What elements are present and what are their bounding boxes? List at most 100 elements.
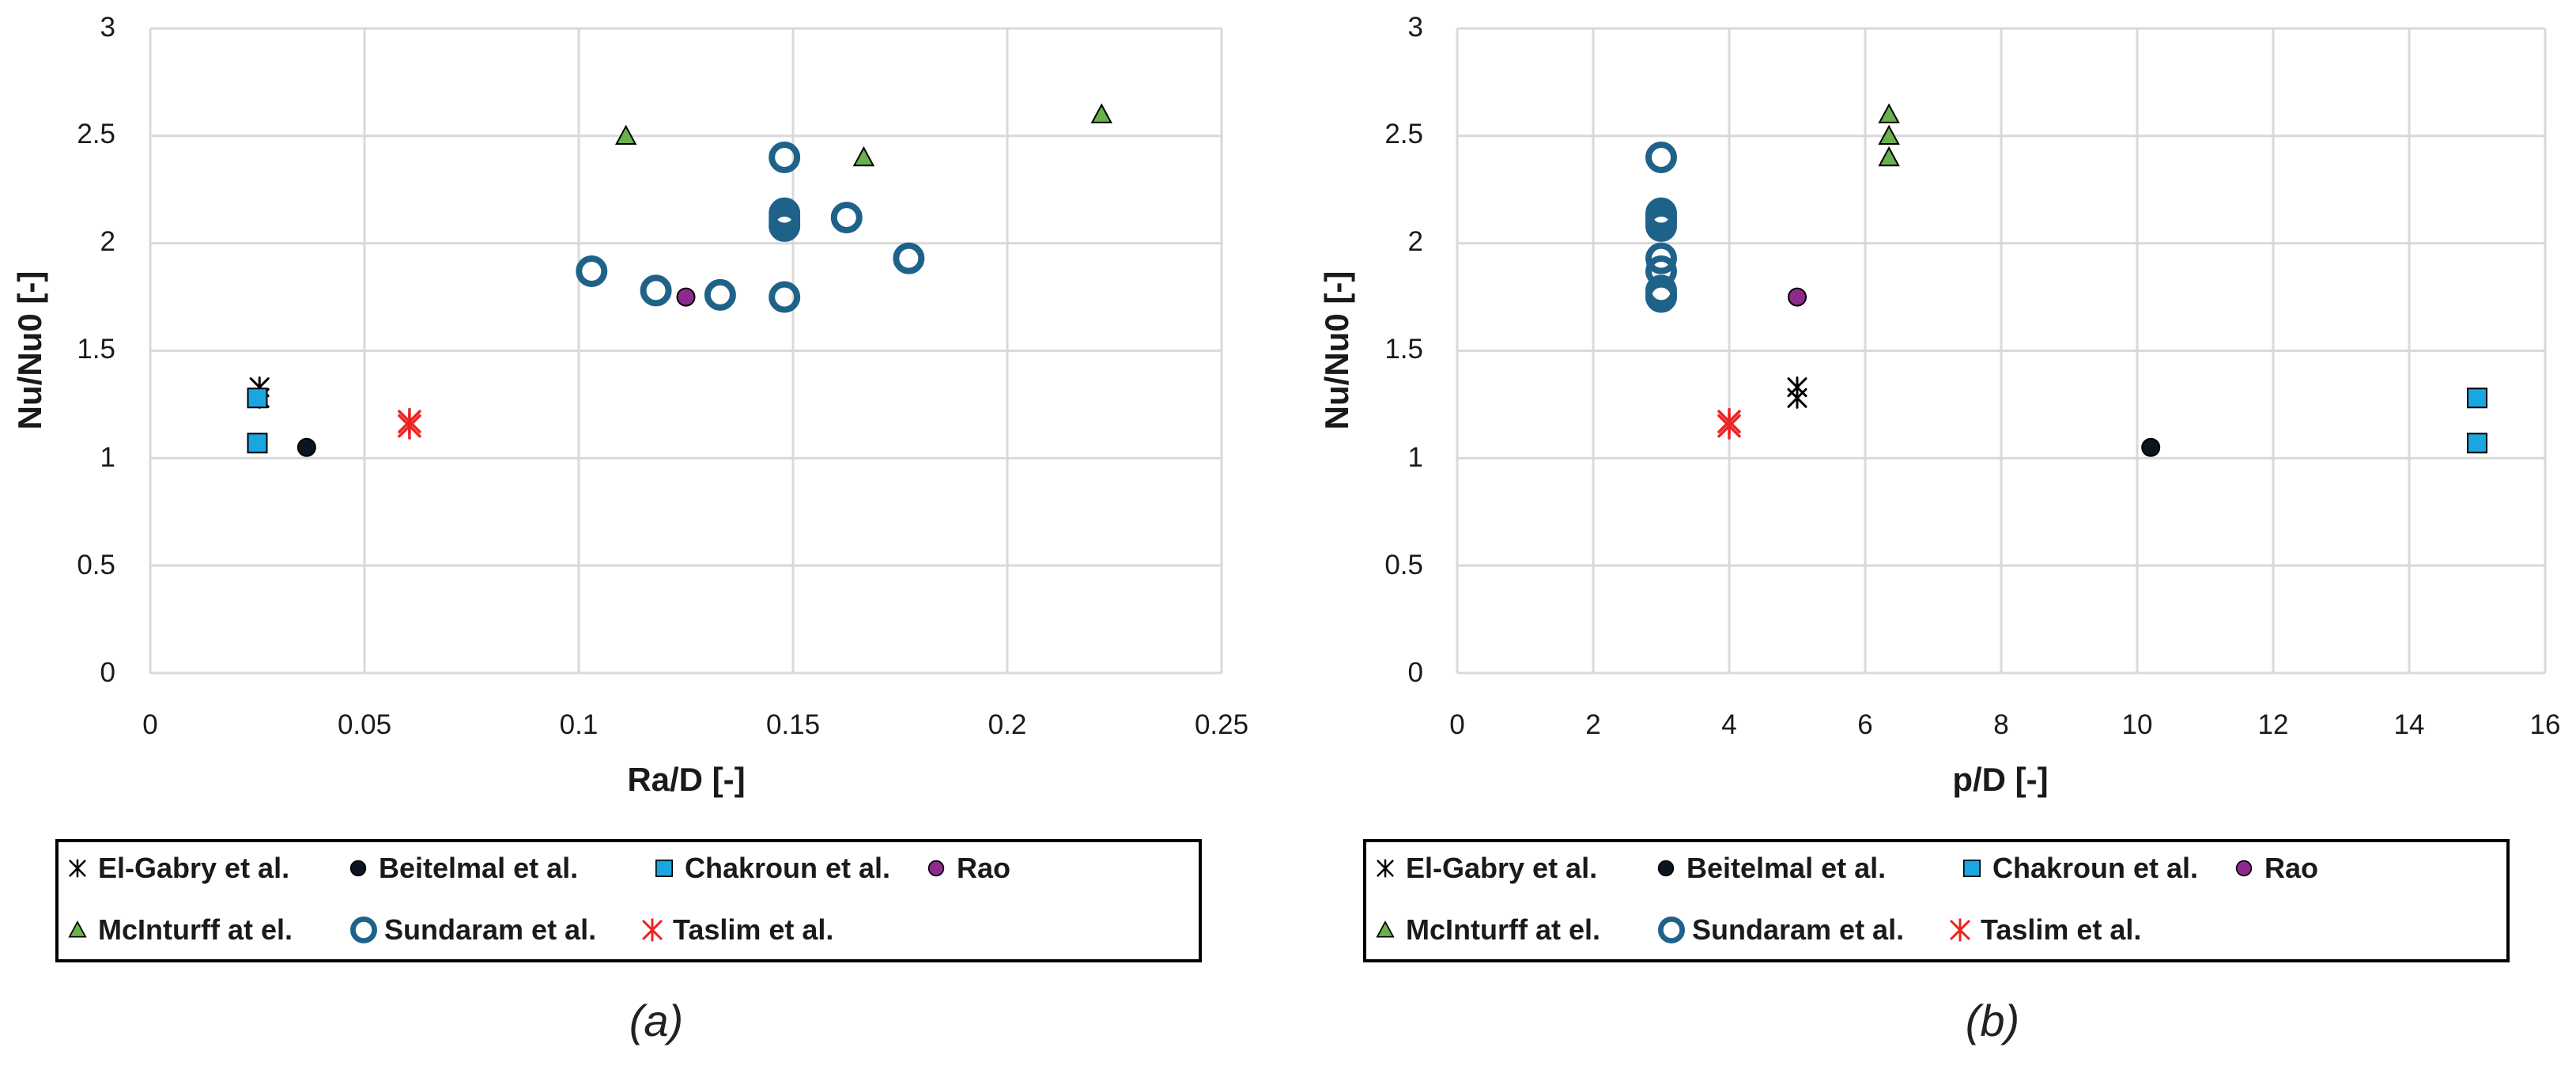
legend: El-Gabry et al. Beitelmal et al. Chakrou… [55,839,1202,962]
y-tick-label: 2.5 [1384,119,1423,149]
data-point [1645,202,1677,234]
y-tick-labels: 0 0.5 1 1.5 2 2.5 3 [1384,12,1423,688]
data-point [576,255,608,287]
x-tick-labels: 0 2 4 6 8 10 12 14 16 [1449,709,2560,740]
series-rao [676,287,696,307]
data-points [1645,103,2487,457]
series-chakroun-et-al [247,387,268,454]
series-beitelmal-et-al [297,437,316,457]
y-axis-label: Nu/Nu0 [-] [11,271,48,430]
filled-square-icon [1962,859,1981,878]
x-tick-label: 2 [1585,709,1600,740]
y-tick-label: 1 [1408,442,1423,473]
data-point [614,124,637,146]
gridlines [149,27,1223,675]
data-point [1878,103,1900,123]
data-point [1717,412,1741,440]
data-point [676,287,696,307]
y-tick-label: 3 [100,12,115,43]
x-tick-label: 8 [1993,709,2008,740]
data-point [2467,433,2487,454]
chart-panel-b: 0 0.5 1 1.5 2 2.5 3 0 2 4 6 8 10 12 14 1… [1318,12,2560,1045]
x-axis-label: Ra/D [-] [627,761,745,798]
filled-circle-icon [927,860,945,877]
series-taslim-et-al [398,407,421,440]
x-tick-label: 12 [2258,709,2289,740]
panel-caption: (b) [1966,996,2019,1045]
legend-label: Taslim et al. [673,913,833,946]
y-axis-label: Nu/Nu0 [-] [1318,271,1355,430]
legend-box [55,839,1202,962]
x-tick-label: 0.25 [1195,709,1248,740]
y-tick-label: 3 [1408,12,1423,43]
legend-markers [68,859,945,944]
x-tick-label: 0.05 [338,709,391,740]
data-point [2141,437,2161,457]
x-axis-label: p/D [-] [1952,761,2048,798]
chart-panel-a: 0 0.5 1 1.5 2 2.5 3 0 0.05 0.1 0.15 0.2 … [11,12,1248,1045]
filled-triangle-icon [68,920,87,938]
data-point [769,142,801,173]
data-point [247,387,268,409]
filled-circle-icon [349,860,367,877]
series-mcinturff-at-el [614,103,1112,167]
x-tick-label: 0 [142,709,157,740]
legend-label: El-Gabry et al. [98,852,289,884]
data-point [852,146,875,167]
legend-markers [1376,859,2253,944]
data-point [769,281,801,313]
x-tick-label: 0.2 [988,709,1027,740]
legend-label: Chakroun et al. [685,852,890,884]
y-tick-label: 1.5 [1384,334,1423,365]
filled-circle-icon [1657,860,1675,877]
data-point [1878,124,1900,146]
x-tick-label: 14 [2394,709,2425,740]
data-point [1645,242,1677,274]
legend-label: Sundaram et al. [384,913,596,946]
y-tick-label: 0.5 [77,550,115,580]
legend-label: Sundaram et al. [1692,913,1904,946]
legend-label: Rao [2264,852,2318,884]
legend-label: Chakroun et al. [1992,852,2198,884]
x-tick-label: 0.1 [560,709,599,740]
open-circle-icon [349,917,377,944]
legend-label: Taslim et al. [1981,913,2141,946]
legend-label: Rao [957,852,1010,884]
data-point [1090,103,1112,123]
series-mcinturff-at-el [1878,103,1900,167]
asterisk-icon [69,859,86,878]
star-asterisk-icon [1950,918,1970,942]
data-point [1787,387,1807,409]
y-tick-label: 2 [1408,226,1423,257]
x-tick-label: 16 [2530,709,2561,740]
series-taslim-et-al [1717,407,1741,440]
data-point [769,197,801,229]
legend-label: El-Gabry et al. [1406,852,1597,884]
legend: El-Gabry et al. Beitelmal et al. Chakrou… [1363,839,2510,962]
data-point [830,202,863,234]
data-points [247,103,1112,457]
legend-label: Beitelmal et al. [1686,852,1886,884]
gridlines [1456,27,2547,675]
data-point [893,242,925,274]
x-tick-label: 0 [1449,709,1464,740]
series-sundaram-et-al [576,142,925,313]
data-point [398,412,421,440]
y-tick-label: 0 [100,657,115,688]
data-point [1645,278,1677,311]
series-sundaram-et-al [1645,142,1677,313]
data-point [1645,142,1677,173]
y-tick-label: 2 [100,226,115,257]
legend-label: McInturff at el. [1406,913,1600,946]
y-tick-label: 0 [1408,657,1423,688]
y-tick-label: 1 [100,442,115,473]
data-point [704,278,736,311]
x-tick-label: 0.15 [766,709,820,740]
y-tick-label: 0.5 [1384,550,1423,580]
legend-box [1363,839,2510,962]
x-tick-labels: 0 0.05 0.1 0.15 0.2 0.25 [142,709,1248,740]
legend-label: Beitelmal et al. [379,852,578,884]
data-point [2467,387,2487,409]
asterisk-icon [1377,859,1394,878]
